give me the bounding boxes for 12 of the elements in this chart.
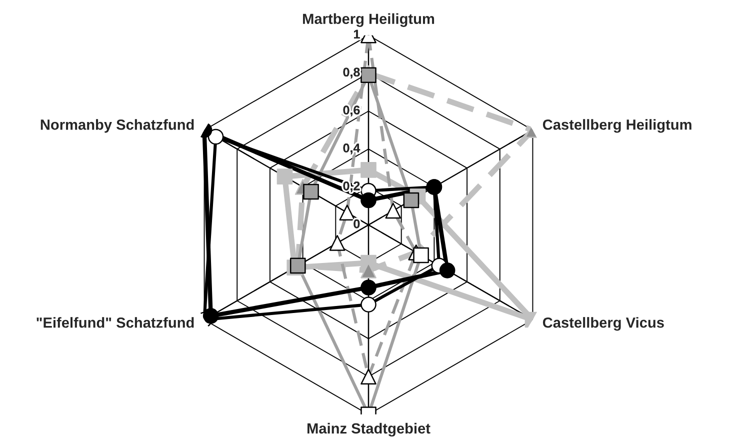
spoke-label: Castellberg Heiligtum bbox=[542, 119, 692, 133]
y-tick-label: 0,2 bbox=[343, 181, 360, 192]
spoke-label: "Eifelfund" Schatzfund bbox=[36, 317, 194, 328]
y-tick-label: 1 bbox=[354, 30, 360, 39]
y-tick-label: 0,4 bbox=[343, 144, 360, 154]
y-tick-label: 0,6 bbox=[343, 106, 360, 116]
spoke-label: Mainz Stadtgebiet bbox=[307, 422, 430, 437]
spoke-label: Martberg Heiligtum bbox=[303, 13, 434, 27]
y-tick-label: 0,8 bbox=[343, 68, 360, 78]
spoke-label: Castellberg Vicus bbox=[542, 317, 664, 331]
y-tick-label: 0 bbox=[354, 219, 360, 228]
spoke-label: Normanby Schatzfund bbox=[40, 119, 194, 133]
